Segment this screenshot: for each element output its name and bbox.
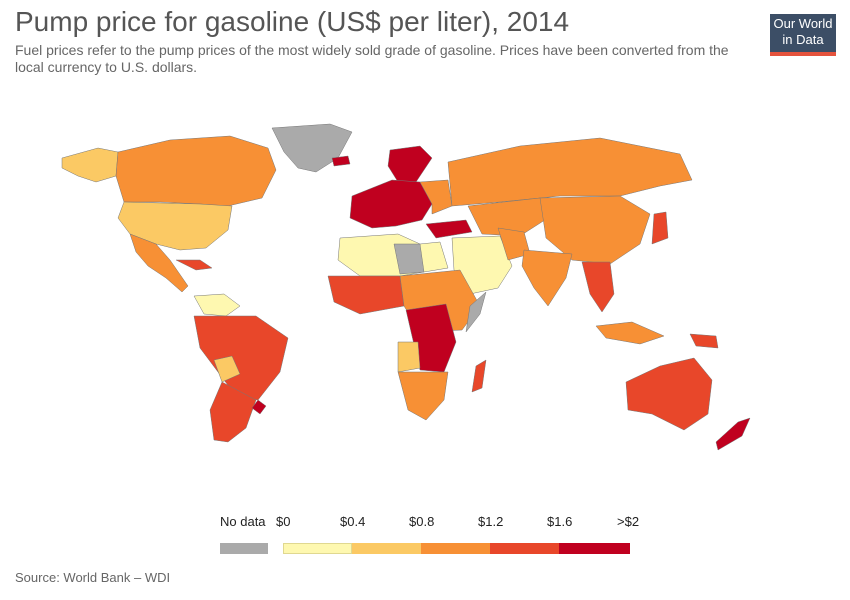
- region-usa[interactable]: [117, 201, 233, 251]
- region-australia[interactable]: [625, 357, 713, 431]
- legend-swatch-0[interactable]: [283, 543, 352, 554]
- legend-tick-4: $1.6: [547, 514, 573, 529]
- region-southern-africa[interactable]: [397, 371, 449, 421]
- logo-line-2: in Data: [782, 32, 824, 47]
- region-uruguay[interactable]: [251, 399, 267, 415]
- region-scandinavia[interactable]: [387, 145, 433, 183]
- region-west-africa[interactable]: [327, 275, 405, 315]
- legend-tick-3: $1.2: [478, 514, 504, 529]
- legend-tick-0: $0: [276, 514, 291, 529]
- region-russia[interactable]: [447, 137, 693, 207]
- region-caribbean[interactable]: [175, 259, 213, 271]
- region-india[interactable]: [521, 249, 573, 307]
- region-turkey[interactable]: [425, 219, 473, 239]
- region-libya[interactable]: [393, 243, 425, 275]
- region-north-africa[interactable]: [337, 233, 449, 277]
- region-northern-south-america[interactable]: [193, 293, 241, 317]
- region-somalia[interactable]: [465, 291, 487, 333]
- legend-swatch-no-data[interactable]: [220, 543, 268, 554]
- region-angola[interactable]: [397, 341, 421, 373]
- region-new-zealand[interactable]: [715, 417, 751, 451]
- region-japan[interactable]: [651, 211, 669, 245]
- region-western-europe[interactable]: [349, 179, 433, 229]
- legend-swatch-4[interactable]: [559, 543, 630, 554]
- owid-logo[interactable]: Our World in Data: [770, 14, 836, 56]
- legend-tick-5: >$2: [617, 514, 640, 529]
- legend-tick-1: $0.4: [340, 514, 366, 529]
- chart-title: Pump price for gasoline (US$ per liter),…: [15, 6, 570, 37]
- region-southern-cone[interactable]: [209, 381, 257, 443]
- legend-swatch-2[interactable]: [421, 543, 490, 554]
- region-eastern-europe[interactable]: [419, 179, 453, 215]
- legend-tick-2: $0.8: [409, 514, 435, 529]
- region-central-asia[interactable]: [467, 197, 549, 237]
- region-southeast-asia[interactable]: [581, 261, 615, 313]
- region-indonesia[interactable]: [595, 321, 665, 345]
- logo-line-1: Our World: [773, 16, 833, 31]
- source-note[interactable]: Source: World Bank – WDI: [15, 570, 171, 585]
- region-canada[interactable]: [115, 135, 277, 207]
- region-mexico[interactable]: [129, 233, 189, 293]
- region-china[interactable]: [539, 195, 651, 265]
- chart-subtitle: Fuel prices refer to the pump prices of …: [15, 42, 729, 75]
- legend-no-data-label: No data: [220, 514, 266, 529]
- region-brazil[interactable]: [193, 315, 289, 401]
- region-alaska[interactable]: [61, 147, 119, 183]
- region-bolivia[interactable]: [213, 355, 241, 383]
- region-middle-east[interactable]: [451, 235, 513, 295]
- region-madagascar[interactable]: [471, 359, 487, 393]
- world-map: [61, 123, 751, 451]
- legend: No data $0 $0.4 $0.8 $1.2 $1.6 >$2: [0, 510, 850, 560]
- legend-swatch-1[interactable]: [352, 543, 421, 554]
- legend-swatch-3[interactable]: [490, 543, 559, 554]
- region-iceland[interactable]: [331, 155, 351, 167]
- region-greenland[interactable]: [271, 123, 353, 173]
- region-papua[interactable]: [689, 333, 719, 349]
